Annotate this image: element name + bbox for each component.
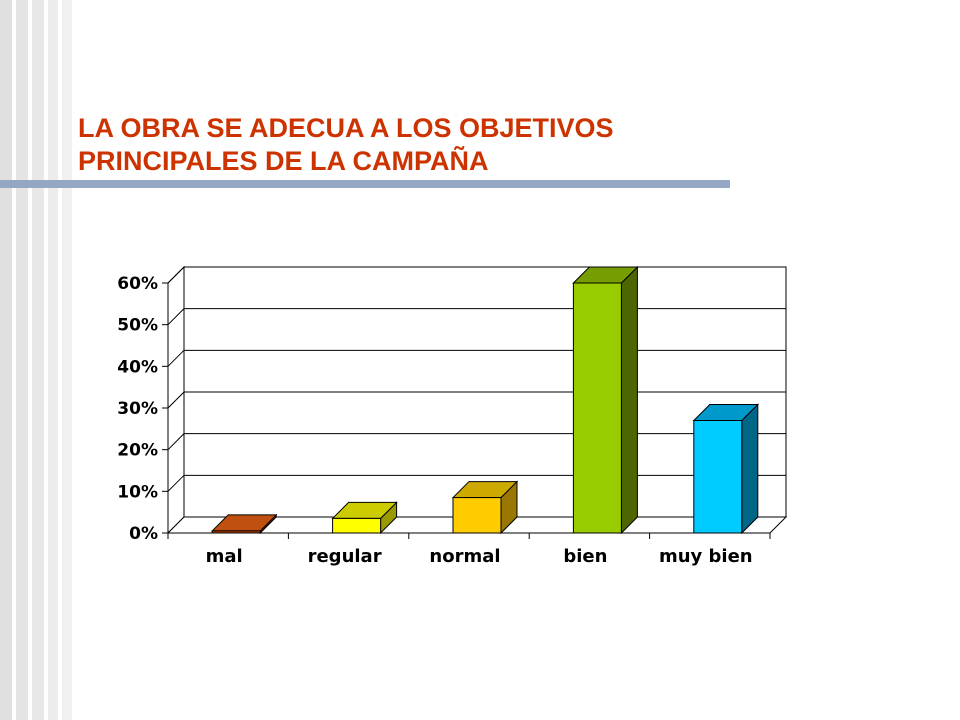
- x-tick-label: regular: [308, 546, 382, 567]
- bar: [572, 282, 622, 534]
- y-tick-label: 0%: [129, 524, 158, 544]
- bar-side: [620, 265, 638, 535]
- bar-side: [741, 403, 759, 535]
- title-underline: [0, 180, 730, 188]
- x-tick-label: muy bien: [659, 546, 753, 567]
- bar: [693, 420, 743, 534]
- x-tick-label: bien: [563, 546, 607, 567]
- x-tick-label: normal: [429, 546, 500, 567]
- x-tick-label: mal: [206, 546, 243, 567]
- y-tick-label: 60%: [117, 274, 158, 294]
- bar: [452, 497, 502, 534]
- title-line-1: LA OBRA SE ADECUA A LOS OBJETIVOS: [78, 113, 614, 143]
- y-tick-label: 30%: [117, 399, 158, 419]
- bar: [332, 517, 382, 534]
- slide-title: LA OBRA SE ADECUA A LOS OBJETIVOS PRINCI…: [78, 112, 614, 178]
- gridline: [167, 266, 786, 284]
- title-line-2: PRINCIPALES DE LA CAMPAÑA: [78, 146, 489, 176]
- y-tick-label: 40%: [117, 357, 158, 377]
- y-tick-label: 10%: [117, 482, 158, 502]
- y-tick-label: 20%: [117, 441, 158, 461]
- y-tick-label: 50%: [117, 316, 158, 336]
